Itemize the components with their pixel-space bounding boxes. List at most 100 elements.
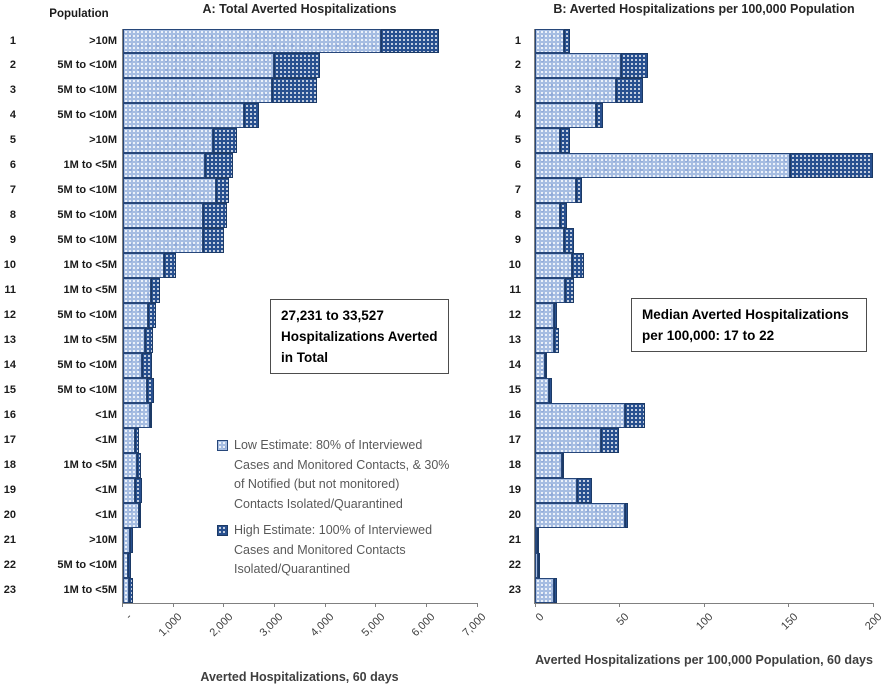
bar-low-segment: [122, 53, 275, 79]
x-tick-label: 100: [694, 611, 716, 633]
row-number-label: 12: [508, 309, 521, 322]
row-number-label: 4: [514, 109, 521, 122]
bar-low-segment: [535, 278, 566, 304]
row-number-label: 5: [514, 134, 521, 147]
row-number-label: 5: [9, 134, 16, 147]
population-label: 5M to <10M: [57, 384, 117, 397]
bar-high-segment: [137, 453, 141, 479]
row-number-label: 22: [3, 559, 16, 572]
bar-high-segment: [553, 328, 559, 354]
bar-high-segment: [600, 428, 620, 454]
bar-low-segment: [122, 128, 213, 154]
population-label: 5M to <10M: [57, 559, 117, 572]
bar-high-segment: [536, 528, 539, 554]
bar-low-segment: [122, 178, 217, 204]
bar-low-segment: [122, 153, 206, 179]
row-number-label: 1: [514, 34, 521, 47]
row-number-label: 8: [514, 209, 521, 222]
row-number-label: 16: [3, 409, 16, 422]
population-label: 5M to <10M: [57, 234, 117, 247]
bar-low-segment: [122, 353, 142, 379]
row-number-label: 12: [3, 309, 16, 322]
bar-low-segment: [535, 228, 564, 254]
x-tick: [425, 603, 427, 607]
bar-high-segment: [553, 578, 557, 603]
panel-a-annotation-box: 27,231 to 33,527 Hospitalizations Averte…: [270, 299, 449, 374]
legend-swatch-low-estimate-icon: [217, 440, 228, 451]
bar-high-segment: [572, 253, 584, 279]
row-number-label: 20: [3, 509, 16, 522]
bar-high-segment: [560, 128, 571, 154]
bar-low-segment: [535, 253, 573, 279]
bar-low-segment: [122, 428, 136, 454]
population-label: 1M to <5M: [63, 259, 117, 272]
bar-low-segment: [535, 503, 625, 529]
bar-low-segment: [122, 228, 203, 254]
x-tick-label: 200: [863, 611, 882, 633]
x-tick: [476, 603, 478, 607]
bar-high-segment: [562, 453, 565, 479]
bar-high-segment: [205, 153, 234, 179]
bar-high-segment: [624, 503, 628, 529]
population-column-header: Population: [49, 8, 109, 20]
bar-low-segment: [122, 403, 150, 429]
population-label: 1M to <5M: [63, 284, 117, 297]
bar-low-segment: [122, 253, 164, 279]
bar-high-segment: [616, 78, 644, 104]
panel-b-axis-title: Averted Hospitalizations per 100,000 Pop…: [535, 653, 873, 667]
row-number-label: 7: [514, 184, 521, 197]
bar-high-segment: [575, 178, 583, 204]
bar-high-segment: [595, 103, 603, 129]
bar-high-segment: [150, 278, 160, 304]
row-number-label: 1: [9, 34, 16, 47]
row-number-label: 18: [3, 459, 16, 472]
bar-low-segment: [122, 28, 381, 54]
row-number-label: 19: [508, 484, 521, 497]
row-number-label: 10: [508, 259, 521, 272]
legend-entry-text: Low Estimate: 80% of Interviewed Cases a…: [234, 438, 450, 511]
bar-low-segment: [122, 203, 204, 229]
row-number-label: 2: [9, 59, 16, 72]
bar-high-segment: [129, 578, 133, 603]
bar-high-segment: [545, 353, 548, 379]
row-number-label: 21: [3, 534, 16, 547]
bar-high-segment: [563, 228, 574, 254]
bar-low-segment: [122, 478, 136, 504]
population-label: 5M to <10M: [57, 59, 117, 72]
bar-high-segment: [624, 403, 645, 429]
row-number-label: 6: [9, 159, 16, 172]
bar-high-segment: [202, 228, 224, 254]
legend-entry: High Estimate: 100% of Interviewed Cases…: [217, 521, 479, 580]
x-tick: [223, 603, 225, 607]
population-label: <1M: [95, 409, 117, 422]
row-number-label: 4: [9, 109, 16, 122]
bar-high-segment: [274, 53, 320, 79]
row-number-label: 14: [3, 359, 16, 372]
row-number-label: 17: [508, 434, 521, 447]
population-label: <1M: [95, 434, 117, 447]
bar-high-segment: [577, 478, 593, 504]
bar-high-segment: [141, 353, 153, 379]
bar-high-segment: [147, 378, 155, 404]
row-number-label: 11: [4, 284, 16, 297]
row-number-label: 23: [508, 584, 521, 597]
bar-high-segment: [216, 178, 229, 204]
x-tick: [872, 603, 874, 607]
population-label: 1M to <5M: [63, 459, 117, 472]
row-number-label: 22: [508, 559, 521, 572]
panel-a-axis-title: Averted Hospitalizations, 60 days: [200, 670, 399, 684]
x-tick: [172, 603, 174, 607]
population-label: 5M to <10M: [57, 84, 117, 97]
bar-high-segment: [145, 328, 153, 354]
bar-high-segment: [538, 553, 541, 578]
legend-swatch-high-estimate-icon: [217, 525, 228, 536]
row-number-label: 20: [508, 509, 521, 522]
bar-high-segment: [163, 253, 176, 279]
row-number-label: 2: [514, 59, 521, 72]
population-label: 5M to <10M: [57, 109, 117, 122]
bar-high-segment: [130, 528, 134, 554]
bar-low-segment: [122, 78, 272, 104]
bar-high-segment: [271, 78, 318, 104]
population-label: 5M to <10M: [57, 359, 117, 372]
population-label: 5M to <10M: [57, 209, 117, 222]
